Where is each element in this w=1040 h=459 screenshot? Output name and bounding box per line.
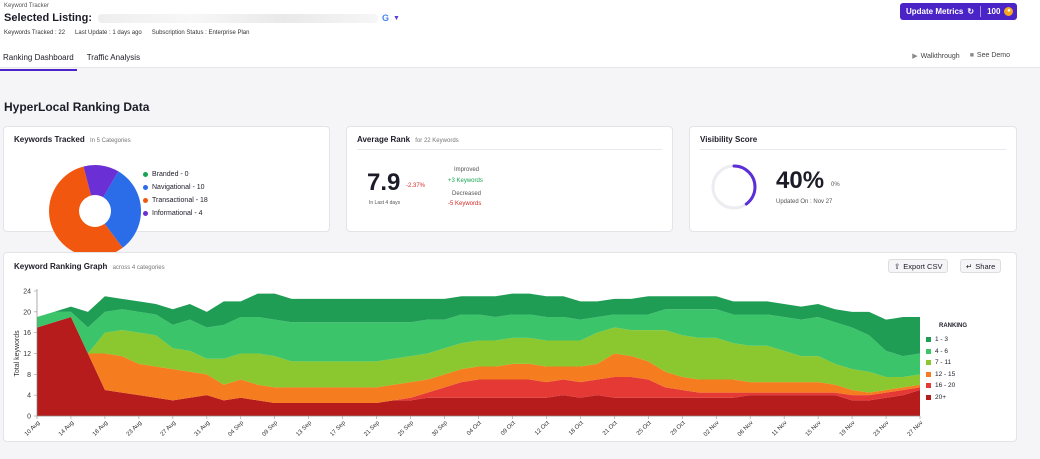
walkthrough-label: Walkthrough — [920, 53, 960, 60]
navigational-dot — [143, 185, 148, 190]
decreased-label: Decreased — [452, 191, 482, 197]
credits-count: 100 — [987, 7, 1001, 16]
ranking-legend: RANKING 1 - 3 4 - 6 7 - 11 12 - 15 16 - 20 20… — [926, 323, 967, 403]
legend-swatch — [926, 360, 931, 366]
donut-slice — [83, 165, 119, 198]
rank-card-title: Average Rank — [357, 135, 411, 144]
update-metrics-label: Update Metrics — [906, 7, 964, 16]
legend-swatch — [926, 383, 931, 389]
divider — [357, 149, 662, 150]
legend-label: 1 - 3 — [935, 336, 949, 344]
improved-label: Improved — [454, 167, 480, 173]
legend-branded-label: Branded - 0 — [152, 171, 189, 178]
legend-navigational-label: Navigational - 10 — [152, 184, 205, 191]
legend-label: 16 - 20 — [935, 382, 956, 390]
legend-label: 7 - 11 — [935, 359, 952, 367]
share-button[interactable]: ↵ Share — [960, 259, 1002, 273]
chevron-down-icon[interactable]: ▼ — [393, 14, 400, 22]
visibility-score-card: Visibility Score 40% 0% Updated On : Nov… — [689, 126, 1017, 232]
rank-card-subtitle: for 22 Keywords — [415, 138, 459, 144]
legend-informational-label: Informational - 4 — [152, 210, 203, 217]
keywords-tracked-card: Keywords Tracked In 5 Categories Branded… — [3, 126, 330, 257]
branded-dot — [143, 172, 148, 177]
see-demo-link[interactable]: ■ See Demo — [970, 52, 1010, 60]
legend-swatch — [926, 337, 931, 343]
legend-swatch — [926, 394, 931, 400]
average-rank-value: 7.9 — [367, 169, 401, 196]
ranking-legend-item[interactable]: 4 - 6 — [926, 346, 967, 358]
tab-traffic-analysis[interactable]: Traffic Analysis — [86, 53, 141, 62]
divider — [700, 149, 1006, 150]
legend-label: 4 - 6 — [935, 347, 949, 355]
visibility-change: 0% — [831, 182, 840, 188]
keyword-ranking-graph-card: Keyword Ranking Graph across 4 categorie… — [3, 252, 1017, 442]
google-icon: G — [382, 13, 390, 23]
share-label: Share — [975, 261, 996, 271]
video-icon: ■ — [969, 52, 974, 59]
selected-listing[interactable]: Selected Listing: G ▼ — [4, 12, 400, 24]
legend-branded: Branded - 0 — [143, 171, 189, 178]
legend-navigational: Navigational - 10 — [143, 184, 205, 191]
rank-period: In Last 4 days — [369, 200, 401, 206]
average-rank-change: -2.37% — [406, 183, 426, 189]
export-icon: ⇧ — [894, 261, 901, 271]
ranking-legend-items: 1 - 3 4 - 6 7 - 11 12 - 15 16 - 20 20+ — [926, 334, 967, 403]
graph-card-title: Keyword Ranking Graph — [14, 262, 108, 271]
progress-arc — [711, 164, 757, 210]
coin-icon: ● — [1004, 7, 1014, 16]
listing-name-redacted — [98, 13, 379, 23]
legend-swatch — [926, 348, 931, 354]
help-links: ▶ Walkthrough ■ See Demo — [912, 52, 1010, 60]
app-title: Keyword Tracker — [4, 3, 50, 9]
play-icon: ▶ — [912, 53, 918, 60]
legend-label: 20+ — [935, 393, 947, 401]
card-title: Keyword Ranking Graph across 4 categorie… — [14, 262, 165, 271]
see-demo-label: See Demo — [976, 52, 1010, 59]
improved-value: +3 Keywords — [448, 178, 483, 184]
subscription-meta: Subscription Status : Enterprise Plan — [151, 30, 250, 36]
walkthrough-link[interactable]: ▶ Walkthrough — [912, 52, 959, 60]
keywords-tracked-meta: Keywords Tracked : 22 — [4, 30, 66, 36]
tab-ranking-dashboard[interactable]: Ranking Dashboard — [0, 50, 77, 71]
keywords-card-subtitle: In 5 Categories — [89, 138, 131, 144]
ranking-legend-item[interactable]: 12 - 15 — [926, 369, 967, 381]
ranking-legend-item[interactable]: 1 - 3 — [926, 334, 967, 346]
donut-slice — [103, 171, 141, 248]
export-csv-label: Export CSV — [903, 261, 943, 271]
ranking-legend-item[interactable]: 7 - 11 — [926, 357, 967, 369]
tab-bar: Ranking Dashboard Traffic Analysis — [0, 50, 150, 71]
visibility-updated: Updated On : Nov 27 — [776, 199, 833, 205]
ranking-legend-title: RANKING — [939, 323, 967, 329]
legend-label: 12 - 15 — [935, 370, 956, 378]
divider — [980, 6, 982, 17]
update-metrics-button[interactable]: Update Metrics ↻ 100 ● — [900, 3, 1017, 20]
visibility-value: 40% — [776, 167, 825, 194]
card-title: Average Rank for 22 Keywords — [357, 135, 459, 144]
visibility-progress-ring — [711, 164, 757, 210]
decreased-value: -5 Keywords — [448, 201, 482, 207]
visibility-card-title: Visibility Score — [700, 135, 758, 144]
legend-transactional-label: Transactional - 18 — [152, 197, 208, 204]
legend-swatch — [926, 371, 931, 377]
transactional-dot — [143, 198, 148, 203]
keywords-card-title: Keywords Tracked — [14, 135, 85, 144]
refresh-icon: ↻ — [967, 7, 975, 16]
legend-informational: Informational - 4 — [143, 210, 203, 217]
average-rank-card: Average Rank for 22 Keywords 7.9 -2.37% … — [346, 126, 673, 232]
top-header: Keyword Tracker Selected Listing: G ▼ Ke… — [0, 0, 1040, 71]
last-update-meta: Last Update : 1 days ago — [75, 30, 142, 36]
graph-card-subtitle: across 4 categories — [112, 265, 165, 271]
listing-meta: Keywords Tracked : 22 Last Update : 1 da… — [4, 30, 249, 36]
donut-slice — [49, 166, 123, 257]
share-icon: ↵ — [966, 261, 973, 271]
card-title: Keywords Tracked In 5 Categories — [14, 135, 131, 144]
ranking-legend-item[interactable]: 20+ — [926, 392, 967, 404]
ranking-legend-item[interactable]: 16 - 20 — [926, 380, 967, 392]
category-donut-chart — [49, 165, 141, 257]
informational-dot — [143, 211, 148, 216]
section-title: HyperLocal Ranking Data — [4, 100, 150, 114]
export-csv-button[interactable]: ⇧ Export CSV — [888, 259, 949, 273]
listing-label: Selected Listing: — [4, 12, 93, 24]
legend-transactional: Transactional - 18 — [143, 197, 208, 204]
